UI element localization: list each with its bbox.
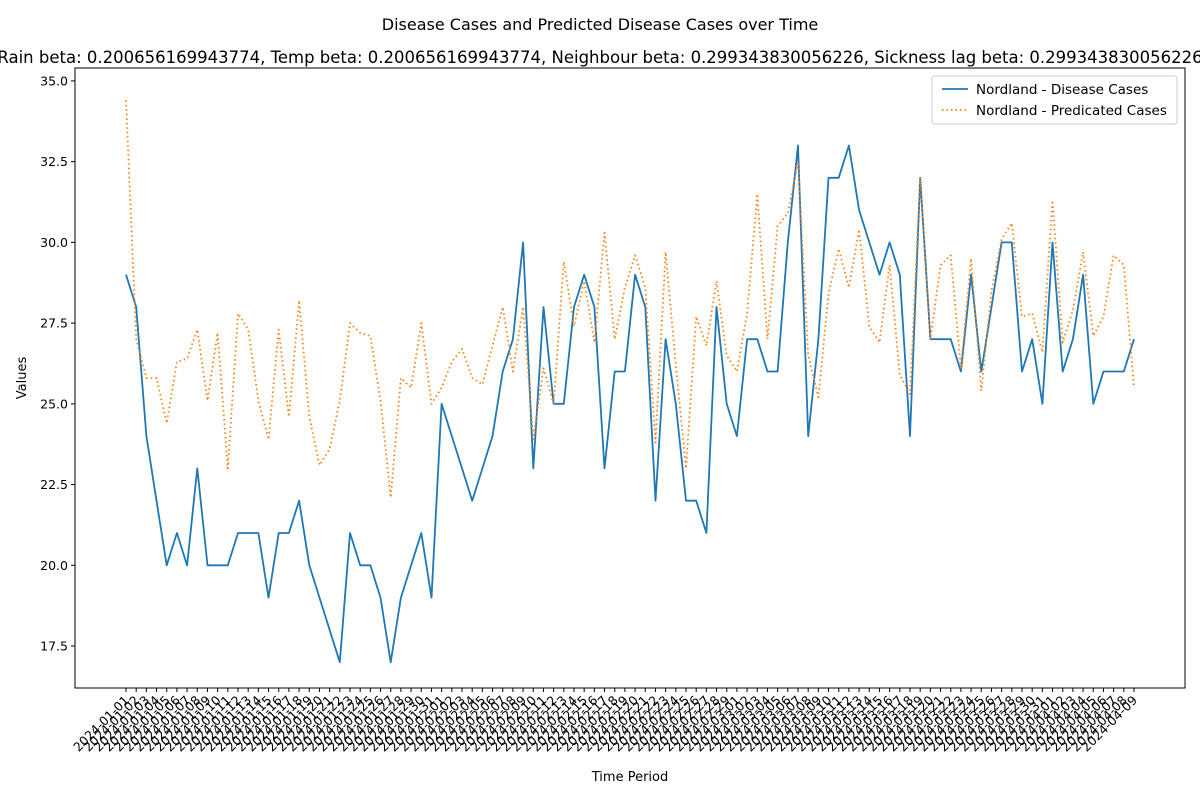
y-tick-label: 32.5 — [40, 154, 68, 169]
legend-label-disease-cases: Nordland - Disease Cases — [976, 82, 1148, 98]
axes-frame — [74, 67, 1186, 689]
chart-suptitle: Disease Cases and Predicted Disease Case… — [382, 15, 819, 34]
chart-title: Rain beta: 0.200656169943774, Temp beta:… — [0, 48, 1200, 67]
legend: Nordland - Disease Cases Nordland - Pred… — [931, 75, 1178, 125]
y-tick-label: 20.0 — [40, 558, 68, 573]
series-line-0 — [125, 144, 1135, 664]
x-axis: 2024-01-012024-01-022024-01-032024-01-04… — [70, 688, 1140, 754]
y-tick-label: 17.5 — [40, 639, 68, 654]
x-axis-label: Time Period — [591, 770, 668, 785]
y-axis-label: Values — [15, 357, 30, 400]
legend-box — [931, 75, 1178, 125]
y-tick-label: 30.0 — [40, 235, 68, 250]
y-tick-label: 25.0 — [40, 396, 68, 411]
y-axis: 17.5 20.0 22.5 25.0 27.5 30.0 32.5 35.0 — [40, 73, 75, 654]
y-tick-label: 35.0 — [40, 73, 68, 88]
series-line-1 — [125, 100, 1135, 499]
plot-area: 2024-01-012024-01-022024-01-032024-01-04… — [40, 67, 1186, 754]
series-layer — [125, 100, 1135, 664]
legend-label-predicted-cases: Nordland - Predicated Cases — [976, 103, 1167, 119]
y-tick-label: 27.5 — [40, 316, 68, 331]
y-tick-label: 22.5 — [40, 477, 68, 492]
